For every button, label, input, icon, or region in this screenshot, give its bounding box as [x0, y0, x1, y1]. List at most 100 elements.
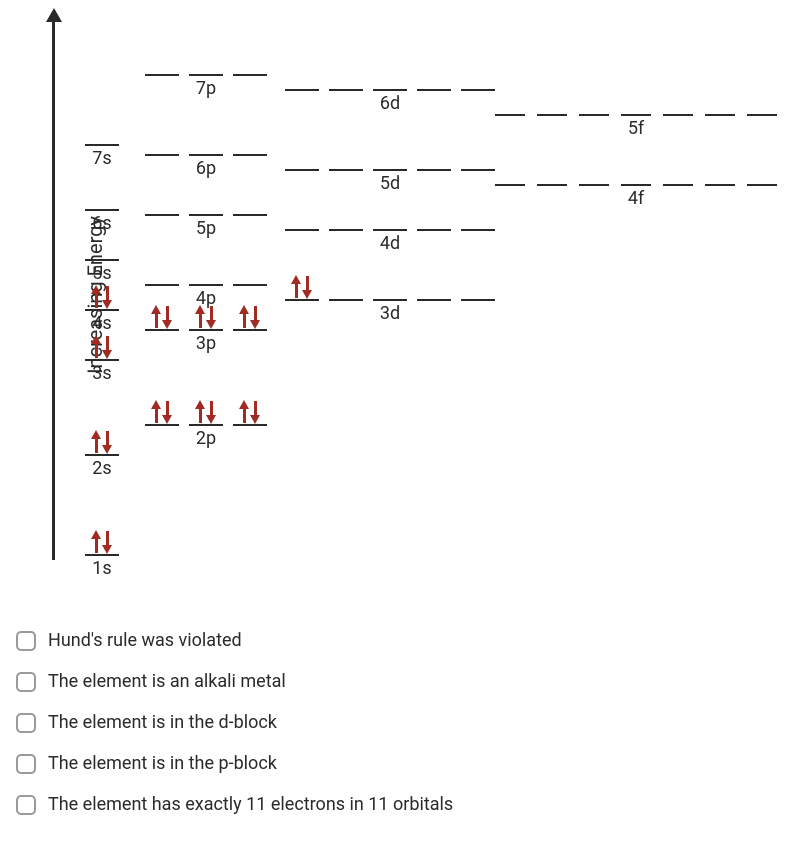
sublevel-label: 6d [285, 93, 495, 114]
orbital [417, 145, 451, 171]
sublevel-label: 5f [495, 118, 777, 139]
orbital-row [85, 285, 119, 311]
orbital [461, 65, 495, 91]
orbital [145, 260, 179, 286]
orbital-row [85, 185, 119, 211]
orbital [373, 275, 407, 301]
orbital-row [145, 50, 267, 76]
option-label: The element is an alkali metal [48, 671, 286, 692]
sublevel-label: 5d [285, 173, 495, 194]
spin-down-icon [251, 401, 260, 423]
electron-pair [292, 276, 312, 298]
checkbox[interactable] [16, 672, 36, 692]
spin-down-icon [103, 431, 112, 453]
orbital [233, 130, 267, 156]
orbital [417, 65, 451, 91]
orbital-row [285, 275, 495, 301]
sublevel-label: 4s [85, 313, 119, 334]
spin-up-icon [92, 286, 101, 308]
sublevel-5d: 5d [285, 145, 495, 194]
orbital-row [145, 260, 267, 286]
spin-up-icon [240, 401, 249, 423]
sublevel-5f: 5f [495, 90, 777, 139]
sublevel-3d: 3d [285, 275, 495, 324]
answer-option[interactable]: The element is in the p-block [16, 743, 784, 784]
answer-option[interactable]: Hund's rule was violated [16, 620, 784, 661]
option-label: Hund's rule was violated [48, 630, 242, 651]
answer-options: Hund's rule was violated The element is a… [10, 620, 790, 825]
checkbox[interactable] [16, 795, 36, 815]
orbital [285, 145, 319, 171]
sublevel-3p: 3p [145, 305, 267, 354]
electron-pair [240, 306, 260, 328]
checkbox[interactable] [16, 713, 36, 733]
orbital-row [495, 90, 777, 116]
orbital [145, 130, 179, 156]
sublevel-6p: 6p [145, 130, 267, 179]
orbital [495, 90, 525, 116]
electron-pair [196, 401, 216, 423]
orbital [329, 65, 363, 91]
energy-axis-line [52, 20, 55, 560]
sublevel-5p: 5p [145, 190, 267, 239]
spin-up-icon [92, 336, 101, 358]
orbital [285, 275, 319, 301]
orbital [495, 160, 525, 186]
orbital [705, 160, 735, 186]
sublevel-7s: 7s [85, 120, 119, 169]
checkbox[interactable] [16, 631, 36, 651]
orbital [189, 260, 223, 286]
orbital [285, 65, 319, 91]
orbital [373, 205, 407, 231]
answer-option[interactable]: The element is an alkali metal [16, 661, 784, 702]
sublevel-label: 4d [285, 233, 495, 254]
orbital [85, 235, 119, 261]
orbital [85, 530, 119, 556]
orbital [85, 430, 119, 456]
orbital-row [85, 235, 119, 261]
orbital [663, 160, 693, 186]
sublevel-6s: 6s [85, 185, 119, 234]
orbital-row [85, 430, 119, 456]
sublevel-label: 6s [85, 213, 119, 234]
orbital [145, 50, 179, 76]
spin-up-icon [152, 306, 161, 328]
sublevel-5s: 5s [85, 235, 119, 284]
spin-up-icon [92, 431, 101, 453]
checkbox[interactable] [16, 754, 36, 774]
orbital-energy-diagram: Increasing Energy 1s2s2p3s3p4s3d4p5s4d5p… [10, 10, 790, 580]
spin-up-icon [292, 276, 301, 298]
electron-pair [240, 401, 260, 423]
sublevel-2p: 2p [145, 400, 267, 449]
spin-down-icon [303, 276, 312, 298]
spin-down-icon [207, 306, 216, 328]
orbital [189, 130, 223, 156]
sublevel-4d: 4d [285, 205, 495, 254]
orbital [329, 205, 363, 231]
spin-down-icon [163, 401, 172, 423]
orbital [461, 205, 495, 231]
orbital [417, 275, 451, 301]
orbital-row [145, 190, 267, 216]
spin-down-icon [163, 306, 172, 328]
sublevel-label: 3p [145, 333, 267, 354]
spin-down-icon [207, 401, 216, 423]
orbital [417, 205, 451, 231]
orbital [85, 120, 119, 146]
sublevel-2s: 2s [85, 430, 119, 479]
sublevel-label: 2p [145, 428, 267, 449]
orbital-row [145, 130, 267, 156]
answer-option[interactable]: The element is in the d-block [16, 702, 784, 743]
sublevel-4p: 4p [145, 260, 267, 309]
electron-pair [92, 431, 112, 453]
orbital [621, 160, 651, 186]
orbital [145, 190, 179, 216]
orbital [579, 90, 609, 116]
option-label: The element is in the d-block [48, 712, 277, 733]
spin-up-icon [196, 401, 205, 423]
sublevel-1s: 1s [85, 530, 119, 579]
sublevel-label: 7s [85, 148, 119, 169]
orbital [747, 160, 777, 186]
answer-option[interactable]: The element has exactly 11 electrons in … [16, 784, 784, 825]
spin-down-icon [251, 306, 260, 328]
